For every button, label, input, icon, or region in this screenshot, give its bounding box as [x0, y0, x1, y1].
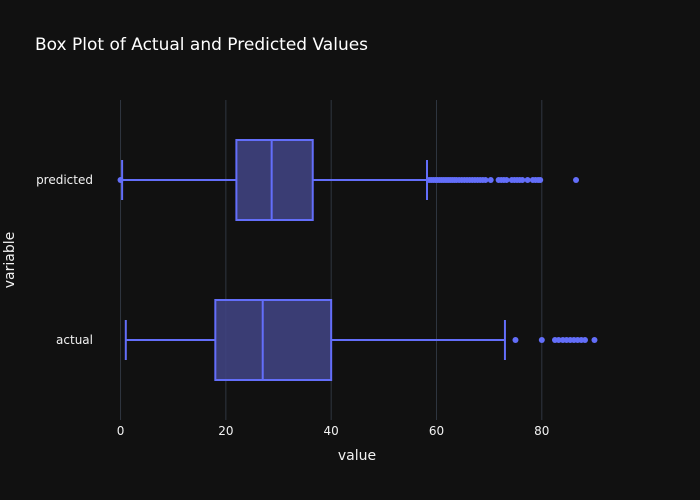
- y-tick-labels: predicted actual: [36, 173, 93, 347]
- outlier-point: [555, 337, 562, 343]
- outlier-point: [117, 177, 124, 183]
- x-tick-labels: 0 20 40 60 80: [117, 424, 550, 438]
- x-axis-title: value: [338, 448, 376, 464]
- outlier-point: [482, 177, 489, 183]
- iqr-box: [235, 139, 314, 221]
- chart-title: Box Plot of Actual and Predicted Values: [35, 35, 368, 55]
- outlier-point: [537, 177, 544, 183]
- x-tick-label: 60: [429, 424, 444, 438]
- x-tick-label: 0: [117, 424, 125, 438]
- x-tick-label: 40: [324, 424, 339, 438]
- outlier-point: [503, 177, 510, 183]
- y-tick-label: predicted: [36, 173, 93, 187]
- box-actual: [124, 299, 598, 381]
- boxes-layer: [117, 139, 598, 381]
- outlier-point: [573, 177, 580, 183]
- outlier-point: [581, 337, 588, 343]
- outlier-point: [487, 177, 494, 183]
- outlier-point: [524, 177, 531, 183]
- outlier-point: [538, 337, 545, 343]
- y-tick-label: actual: [56, 333, 93, 347]
- outlier-point: [591, 337, 598, 343]
- x-tick-label: 80: [534, 424, 549, 438]
- iqr-box: [214, 299, 333, 381]
- outlier-point: [512, 337, 519, 343]
- y-axis-title: variable: [2, 232, 18, 288]
- x-tick-label: 20: [218, 424, 233, 438]
- box-predicted: [117, 139, 580, 221]
- outlier-point: [519, 177, 526, 183]
